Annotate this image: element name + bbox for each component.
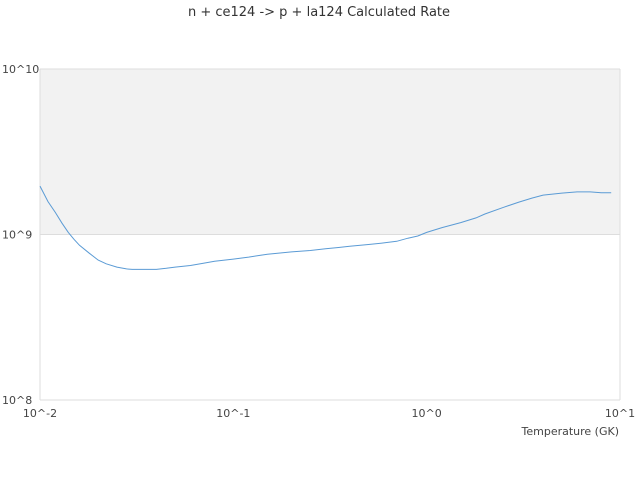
plot-bands xyxy=(40,69,620,235)
x-tick-label: 10^0 xyxy=(412,407,442,420)
y-tick-labels: 10^8 10^9 10^10 xyxy=(2,63,39,407)
y-tick-label: 10^10 xyxy=(2,63,39,76)
y-tick-label: 10^9 xyxy=(2,229,32,242)
y-tick-label: 10^8 xyxy=(2,394,32,407)
x-tick-label: 10^1 xyxy=(605,407,635,420)
x-tick-labels: 10^-2 10^-1 10^0 10^1 xyxy=(23,407,635,420)
x-tick-label: 10^-1 xyxy=(216,407,250,420)
grid-lines xyxy=(39,68,621,401)
x-axis-title: Temperature (GK) xyxy=(521,425,620,438)
x-tick-label: 10^-2 xyxy=(23,407,57,420)
series-line xyxy=(39,185,612,270)
chart-title: n + ce124 -> p + la124 Calculated Rate xyxy=(188,5,450,20)
band-upper-decade xyxy=(40,69,620,235)
